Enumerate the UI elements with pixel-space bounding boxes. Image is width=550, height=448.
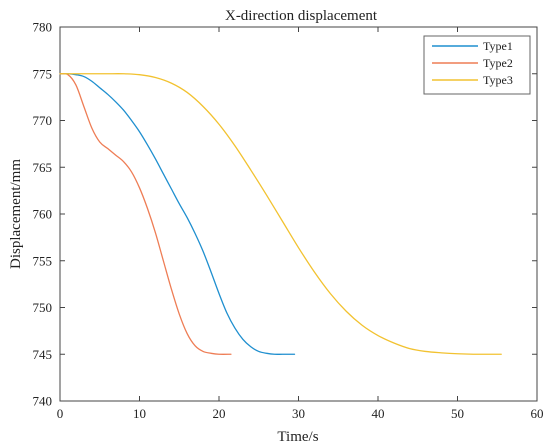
- x-tick-label: 50: [451, 406, 464, 421]
- series-line-type1: [59, 73, 296, 355]
- legend-label-type3: Type3: [483, 73, 513, 87]
- y-tick-label: 770: [33, 113, 53, 128]
- legend-label-type1: Type1: [483, 39, 513, 53]
- x-tick-label: 60: [531, 406, 544, 421]
- y-tick-label: 765: [33, 160, 53, 175]
- y-tick-label: 760: [33, 207, 53, 222]
- x-tick-label: 40: [372, 406, 385, 421]
- y-axis: 740 745 750 755 760 765 770 775 780: [33, 20, 537, 409]
- legend-box: [423, 35, 531, 95]
- legend-label-type2: Type2: [483, 56, 513, 70]
- y-tick-label: 755: [33, 253, 53, 268]
- x-tick-label: 10: [133, 406, 146, 421]
- x-axis: 0 10 20 30 40 50 60: [57, 27, 544, 421]
- x-tick-label: 0: [57, 406, 64, 421]
- y-tick-label: 750: [33, 300, 53, 315]
- x-tick-label: 20: [213, 406, 226, 421]
- x-axis-title: Time/s: [277, 429, 318, 445]
- y-tick-label: 745: [33, 347, 53, 362]
- chart-title: X-direction displacement: [225, 8, 378, 24]
- legend: Type1 Type2 Type3: [423, 35, 531, 95]
- y-tick-label: 775: [33, 66, 53, 81]
- y-tick-label: 740: [33, 394, 53, 409]
- y-axis-title: Displacement/mm: [8, 159, 24, 269]
- series-layer: [59, 72, 502, 355]
- series-line-type3: [59, 73, 502, 355]
- series-line-type2: [59, 72, 232, 355]
- y-tick-label: 780: [33, 20, 53, 35]
- x-tick-label: 30: [292, 406, 305, 421]
